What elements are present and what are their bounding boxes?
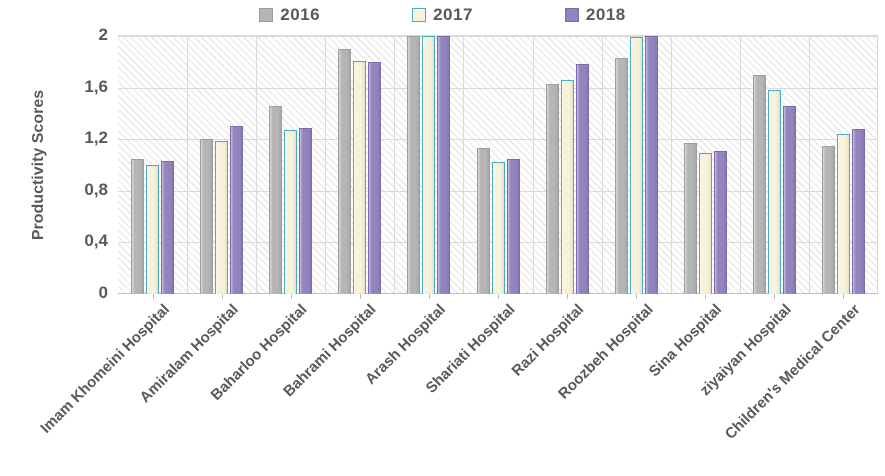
bar-2016-8 bbox=[683, 143, 697, 294]
bar-2016-6 bbox=[545, 83, 559, 294]
legend-item-2017: 2017 bbox=[412, 5, 473, 25]
bar-2016-0 bbox=[131, 158, 145, 294]
bar-2018-2 bbox=[299, 127, 313, 294]
category-separator-line bbox=[670, 36, 672, 294]
category-separator-line bbox=[394, 36, 396, 294]
bar-2017-8 bbox=[698, 153, 712, 294]
category-separator-line bbox=[325, 36, 327, 294]
x-tick-mark bbox=[774, 294, 776, 299]
x-tick-mark bbox=[359, 294, 361, 299]
gridline bbox=[118, 139, 878, 141]
bar-2016-4 bbox=[407, 36, 421, 294]
chart-legend: 2016 2017 2018 bbox=[0, 2, 885, 28]
bar-2017-6 bbox=[560, 79, 574, 294]
bar-2016-10 bbox=[821, 145, 835, 294]
y-tick-label: 1,2 bbox=[84, 128, 108, 148]
category-separator-line bbox=[739, 36, 741, 294]
gridline bbox=[118, 87, 878, 89]
legend-swatch-icon bbox=[564, 8, 579, 22]
x-tick-mark bbox=[221, 294, 223, 299]
x-axis-category-label: Children's Medical Center bbox=[721, 301, 864, 443]
bar-2016-3 bbox=[338, 48, 352, 294]
y-tick-label: 0,8 bbox=[84, 179, 108, 199]
bar-2017-5 bbox=[491, 162, 505, 294]
plot-area bbox=[118, 35, 878, 294]
y-tick-label: 1,6 bbox=[84, 76, 108, 96]
category-separator-line bbox=[256, 36, 258, 294]
bar-2018-4 bbox=[437, 36, 451, 294]
bar-2016-1 bbox=[200, 139, 214, 294]
gridline bbox=[118, 36, 878, 37]
bar-2018-3 bbox=[368, 61, 382, 294]
legend-swatch-icon bbox=[412, 8, 427, 22]
bar-2016-2 bbox=[269, 105, 283, 294]
bar-2017-10 bbox=[836, 134, 850, 294]
category-separator-line bbox=[808, 36, 810, 294]
legend-item-2016: 2016 bbox=[259, 5, 320, 25]
y-tick-label: 0,4 bbox=[84, 231, 108, 251]
bar-2018-5 bbox=[506, 158, 520, 294]
legend-label: 2018 bbox=[585, 5, 626, 24]
plot-right-edge bbox=[877, 36, 878, 294]
category-separator-line bbox=[463, 36, 465, 294]
bar-2016-7 bbox=[614, 57, 628, 294]
bar-2018-9 bbox=[782, 105, 796, 294]
x-tick-mark bbox=[498, 294, 499, 299]
x-tick-mark bbox=[152, 294, 154, 299]
legend-item-2018: 2018 bbox=[564, 5, 626, 25]
bar-2018-7 bbox=[644, 36, 658, 294]
y-tick-label: 0 bbox=[98, 283, 108, 302]
bar-2017-4 bbox=[422, 36, 436, 294]
bar-2017-9 bbox=[767, 90, 781, 294]
bar-2018-10 bbox=[851, 128, 865, 294]
category-separator-line bbox=[187, 36, 189, 294]
bar-2018-8 bbox=[713, 150, 727, 294]
y-tick-label: 2 bbox=[98, 25, 108, 44]
bar-2018-6 bbox=[575, 64, 589, 294]
x-axis-category-label: Sina Hospital bbox=[646, 301, 726, 381]
bar-2017-7 bbox=[629, 37, 643, 294]
bar-2018-1 bbox=[230, 126, 244, 294]
x-axis-category-label: Razi Hospital bbox=[508, 301, 588, 380]
x-tick-mark bbox=[428, 294, 430, 299]
x-tick-mark bbox=[290, 294, 292, 299]
x-tick-mark bbox=[636, 294, 638, 299]
bar-2016-9 bbox=[752, 74, 766, 294]
x-tick-mark bbox=[705, 294, 707, 299]
bar-2016-5 bbox=[476, 148, 490, 294]
legend-label: 2017 bbox=[433, 5, 473, 24]
bar-2017-1 bbox=[215, 140, 229, 294]
y-axis-title: Productivity Scores bbox=[30, 89, 47, 241]
x-axis-category-label: Imam Khomeini Hospital bbox=[36, 301, 173, 437]
bar-2017-3 bbox=[353, 60, 367, 294]
legend-label: 2016 bbox=[280, 5, 321, 24]
x-tick-mark bbox=[567, 294, 569, 299]
x-tick-mark bbox=[843, 294, 845, 299]
category-separator-line bbox=[601, 36, 603, 294]
legend-swatch-icon bbox=[259, 8, 274, 22]
bar-2017-0 bbox=[146, 165, 160, 294]
bar-2018-0 bbox=[161, 161, 175, 294]
bar-2017-2 bbox=[284, 130, 298, 294]
category-separator-line bbox=[532, 36, 534, 294]
